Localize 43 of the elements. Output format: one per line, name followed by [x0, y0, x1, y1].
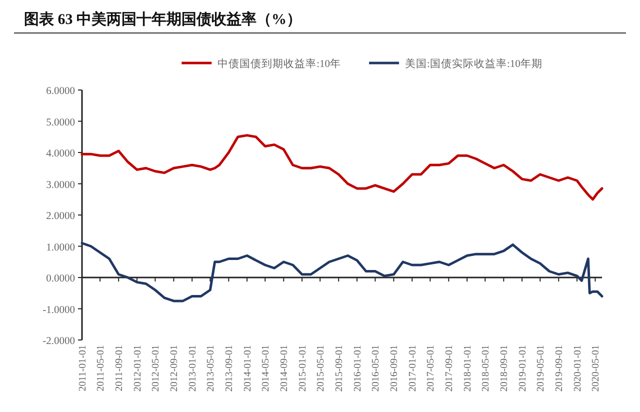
x-tick-label: 2018-05-01: [480, 345, 492, 392]
legend-label: 中债国债到期收益率:10年: [218, 57, 342, 70]
y-tick-label: 6.0000: [46, 86, 75, 97]
x-tick-label: 2014-09-01: [279, 345, 290, 392]
y-tick-label: 4.0000: [46, 148, 75, 160]
chart-title: 图表 63 中美两国十年期国债收益率（%）: [24, 10, 302, 28]
x-tick-label: 2016-09-01: [389, 345, 400, 392]
x-tick-label: 2013-01-01: [188, 345, 199, 392]
x-tick-label: 2014-05-01: [260, 345, 272, 392]
x-tick-label: 2018-09-01: [499, 345, 510, 392]
x-tick-label: 2019-09-01: [554, 345, 566, 392]
x-tick-label: 2011-01-01: [78, 345, 88, 392]
x-tick-label: 2020-01-01: [572, 345, 584, 392]
x-tick-label: 2019-01-01: [518, 345, 529, 392]
x-tick-label: 2017-05-01: [426, 345, 437, 392]
y-tick-label: -1.0000: [42, 304, 75, 316]
x-tick-label: 2011-05-01: [96, 345, 107, 392]
x-tick-label: 2017-01-01: [408, 345, 419, 392]
x-tick-label: 2014-01-01: [242, 345, 254, 392]
y-tick-label: 1.0000: [46, 242, 75, 254]
x-tick-label: 2012-01-01: [132, 345, 144, 392]
y-tick-label: 3.0000: [46, 180, 75, 191]
y-tick-label: 2.0000: [46, 211, 75, 222]
y-tick-label: 0.0000: [46, 274, 75, 284]
x-tick-label: 2015-05-01: [316, 345, 327, 392]
x-tick-label: 2016-05-01: [370, 345, 382, 392]
y-tick-label: 5.0000: [46, 117, 75, 128]
x-tick-label: 2013-05-01: [206, 345, 217, 392]
x-tick-label: 2011-09-01: [114, 345, 126, 392]
x-tick-label: 2012-09-01: [169, 345, 180, 392]
x-tick-label: 2013-09-01: [224, 345, 236, 392]
x-tick-label: 2016-01-01: [352, 345, 364, 392]
x-tick-label: 2015-09-01: [334, 345, 346, 392]
x-tick-label: 2015-01-01: [298, 345, 309, 392]
x-tick-label: 2020-05-01: [590, 345, 602, 392]
legend-label: 美国:国债实际收益率:10年期: [405, 57, 542, 70]
x-tick-label: 2018-01-01: [462, 345, 474, 392]
y-tick-label: -2.0000: [42, 336, 75, 347]
line-series: [80, 134, 604, 201]
x-tick-label: 2019-05-01: [536, 345, 547, 392]
x-tick-label: 2012-05-01: [150, 345, 162, 392]
x-tick-label: 2017-09-01: [444, 345, 456, 392]
line-series: [80, 242, 604, 302]
